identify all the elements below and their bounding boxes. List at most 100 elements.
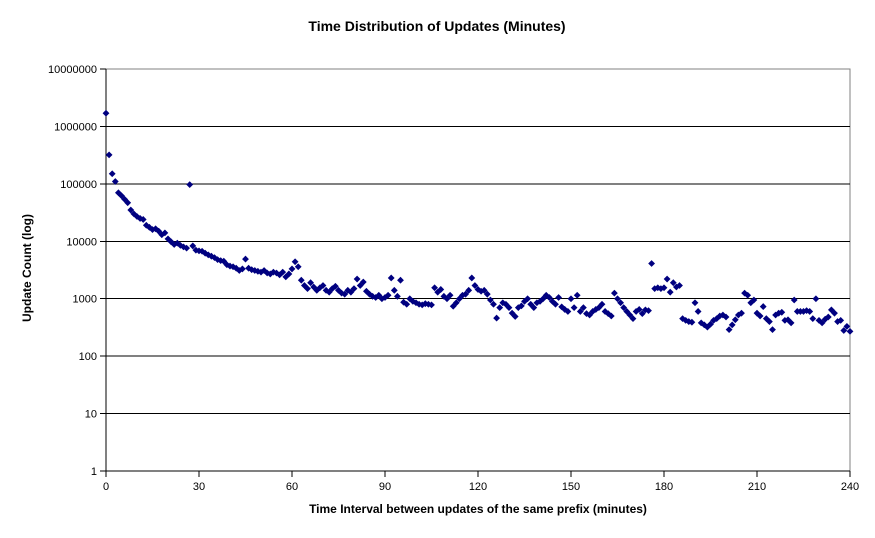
data-point — [580, 304, 587, 312]
plot-border — [105, 68, 851, 472]
data-point — [124, 199, 132, 207]
y-tick-label: 1000000 — [54, 121, 97, 133]
data-point — [468, 274, 476, 282]
data-point — [397, 276, 404, 284]
data-point — [115, 189, 122, 197]
data-point — [304, 285, 311, 293]
data-point — [648, 260, 655, 267]
data-point — [121, 195, 128, 203]
data-point — [446, 291, 454, 299]
data-point — [570, 304, 578, 312]
data-point — [471, 282, 479, 289]
data-point — [490, 300, 497, 308]
data-point — [744, 291, 752, 299]
data-point — [676, 282, 683, 289]
y-tick-label: 100 — [79, 351, 97, 363]
data-point — [564, 308, 572, 315]
chart-title: Time Distribution of Updates (Minutes) — [308, 18, 566, 34]
data-point — [837, 316, 845, 324]
data-point — [220, 257, 228, 265]
data-point — [198, 247, 206, 255]
data-point — [239, 265, 246, 273]
data-point — [394, 292, 401, 300]
data-point — [189, 242, 197, 250]
x-axis-title: Time Interval between updates of the sam… — [309, 502, 647, 516]
data-point — [620, 304, 628, 312]
data-point — [787, 319, 795, 327]
data-point — [722, 313, 730, 321]
data-point — [480, 286, 488, 294]
data-point — [307, 279, 314, 287]
data-point — [139, 216, 147, 223]
data-point — [691, 299, 699, 307]
data-point — [201, 249, 209, 257]
data-point — [431, 284, 438, 292]
data-point — [111, 178, 119, 185]
data-point — [359, 278, 367, 286]
data-point — [607, 312, 615, 320]
data-point — [387, 274, 395, 282]
y-tick-label: 100000 — [60, 179, 97, 191]
data-point — [183, 244, 190, 252]
y-tick-label: 10000000 — [48, 64, 97, 76]
data-point — [146, 223, 153, 231]
data-point — [511, 313, 519, 320]
data-point — [279, 268, 287, 276]
data-point — [496, 304, 504, 312]
data-point — [251, 267, 259, 274]
data-point — [257, 268, 265, 276]
data-point — [186, 181, 194, 189]
y-tick-label: 1 — [91, 466, 97, 478]
data-point — [288, 265, 296, 273]
data-point — [285, 270, 293, 278]
data-point — [614, 295, 621, 303]
data-point — [487, 296, 494, 304]
data-point — [598, 300, 606, 308]
data-point — [452, 299, 460, 307]
data-point — [483, 290, 491, 298]
x-tick-label: 240 — [841, 481, 859, 493]
y-tick-label: 1000 — [73, 294, 97, 306]
data-point — [728, 321, 736, 329]
data-point — [555, 294, 562, 301]
data-point — [840, 327, 848, 334]
data-point — [716, 312, 724, 320]
data-point — [552, 300, 559, 308]
data-point — [465, 286, 473, 294]
data-point — [769, 326, 776, 333]
data-point — [149, 226, 156, 233]
data-point — [583, 310, 590, 318]
data-point — [766, 318, 773, 325]
data-point — [443, 295, 451, 303]
data-point — [750, 296, 758, 304]
data-point — [576, 308, 584, 315]
data-point — [493, 314, 500, 322]
data-point — [772, 311, 779, 319]
data-point — [173, 239, 181, 247]
x-tick-label: 150 — [562, 481, 580, 493]
data-point — [437, 286, 445, 293]
data-point — [133, 213, 141, 220]
data-point — [164, 235, 172, 243]
data-point — [694, 308, 702, 315]
data-point — [204, 251, 212, 259]
data-point — [294, 263, 302, 271]
data-point — [638, 310, 646, 318]
data-point — [635, 306, 643, 313]
data-point — [567, 295, 575, 303]
data-point — [831, 309, 838, 317]
data-point — [328, 285, 336, 293]
data-point — [291, 258, 299, 266]
data-point — [688, 318, 696, 326]
data-point — [462, 290, 469, 298]
data-point — [645, 307, 652, 315]
data-point — [127, 206, 135, 214]
data-point — [118, 192, 125, 200]
data-point — [102, 109, 110, 117]
data-point — [611, 289, 618, 297]
data-point — [738, 309, 745, 317]
x-tick-label: 90 — [379, 481, 391, 493]
data-point — [790, 296, 798, 304]
data-point — [707, 320, 714, 328]
